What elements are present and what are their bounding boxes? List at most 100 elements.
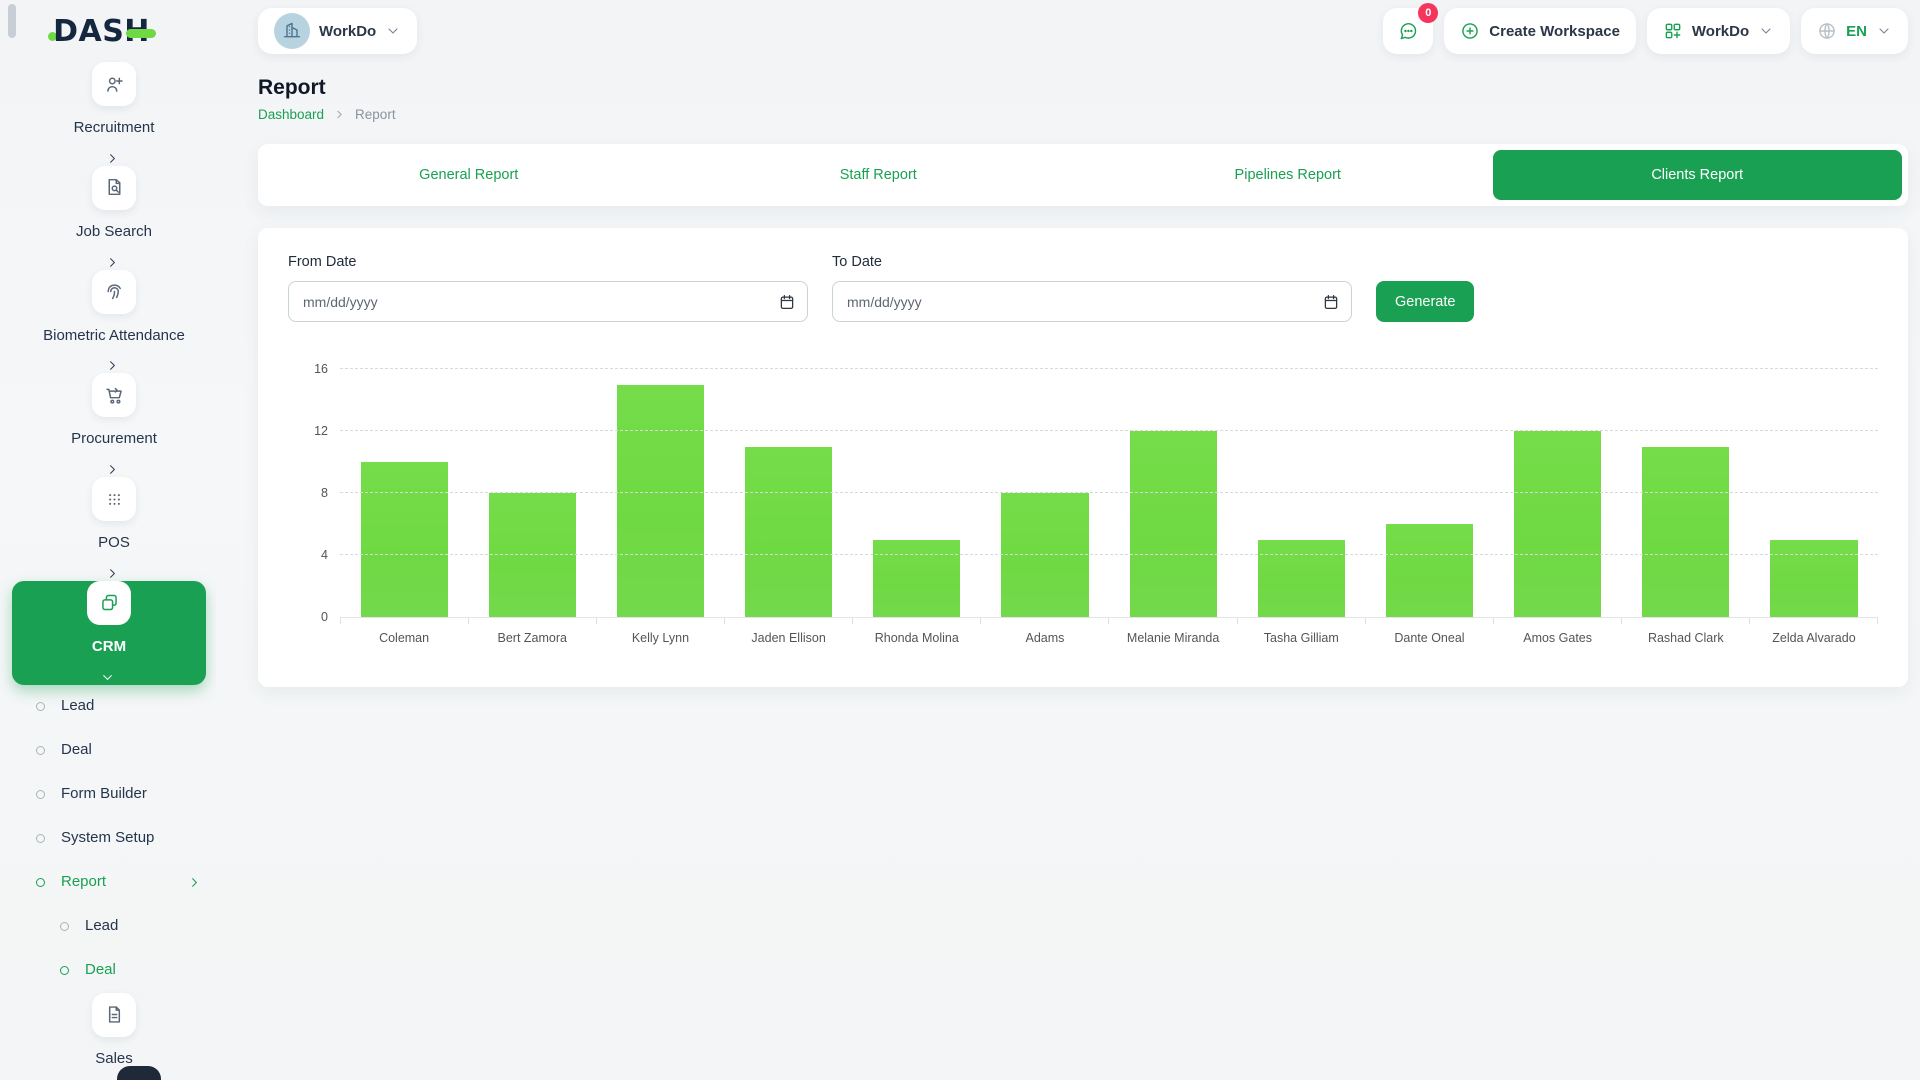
chart-gridline [340,368,1878,369]
bullet-icon [60,922,69,932]
breadcrumb: Dashboard Report [258,107,1908,122]
report-tabs: General Report Staff Report Pipelines Repo… [258,144,1908,206]
sidebar-subsubitem-deal[interactable]: Deal [0,949,216,993]
y-axis-label: 12 [314,424,328,438]
tab-clients-report[interactable]: Clients Report [1492,150,1902,200]
chart-category [596,356,724,617]
job-search-icon [92,165,136,210]
to-date-input[interactable] [832,281,1352,322]
topbar: WorkDo 0 Create Workspace WorkDo [216,0,1920,62]
sidebar-item-procurement[interactable]: Procurement [0,373,216,477]
sidebar-item-label: Lead [61,697,95,715]
sidebar-item-partial[interactable] [117,1066,161,1080]
sidebar-item-recruitment[interactable]: Recruitment [0,62,216,166]
messages-button[interactable]: 0 [1383,3,1439,54]
fingerprint-icon [92,269,136,314]
sidebar-scrollbar-thumb[interactable] [8,4,16,38]
x-axis-tick [1750,618,1878,624]
sidebar-item-crm[interactable]: CRM [12,580,206,685]
sidebar-item-label: Deal [61,741,92,759]
chart-category [340,356,468,617]
x-axis-tick [340,618,470,624]
x-axis-label: Rhonda Molina [874,631,959,645]
chart-bars [340,356,1878,617]
bar-dante-oneal [1385,524,1474,617]
sidebar-subitem-form-builder[interactable]: Form Builder [0,773,216,817]
bullet-icon [36,790,45,800]
filter-row: From Date To Date Generate [288,254,1878,322]
sidebar-item-label: Procurement [71,430,157,448]
tab-staff-report[interactable]: Staff Report [839,167,917,183]
tab-general-report[interactable]: General Report [419,167,519,183]
chat-icon [1398,21,1418,41]
pos-grid-icon [92,477,136,522]
globe-icon [1817,21,1837,41]
sidebar-item-job-search[interactable]: Job Search [0,165,216,270]
sidebar-subitem-report[interactable]: Report [0,861,216,905]
sidebar-item-label: Form Builder [61,785,147,803]
x-axis-label: Tasha Gilliam [1263,631,1339,645]
chart-x-labels: Coleman Bert Zamora Kelly Lynn Jaden Elliso… [340,631,1878,645]
tab-pipelines-report[interactable]: Pipelines Report [1234,167,1341,183]
bullet-icon [36,878,45,888]
bar-coleman [360,462,448,617]
chevron-right-icon [105,462,120,477]
workspace-switcher-label: WorkDo [319,22,377,40]
bullet-icon [36,834,45,844]
sidebar-subitem-system-setup[interactable]: System Setup [0,817,216,861]
chevron-right-icon [187,875,202,890]
breadcrumb-separator-icon [333,108,346,121]
sidebar-subsubitem-lead[interactable]: Lead [0,905,216,949]
chart-category [1750,356,1878,617]
bar-rashad-clark [1642,446,1730,617]
create-workspace-button[interactable]: Create Workspace [1444,8,1636,54]
bullet-icon [36,702,45,712]
chart-plot-area: 0 4 8 12 16 [314,356,1878,624]
main-column: WorkDo 0 Create Workspace WorkDo [216,0,1920,1080]
x-axis-label: Coleman [379,631,430,645]
chart-category [1365,356,1493,617]
sidebar-subitem-lead[interactable]: Lead [0,685,216,729]
bar-melanie-miranda [1129,431,1217,617]
chart-category [853,356,981,617]
sidebar-subitem-deal[interactable]: Deal [0,729,216,773]
bullet-icon [60,966,69,976]
breadcrumb-current: Report [355,107,396,122]
bar-amos-gates [1514,431,1602,617]
breadcrumb-link-dashboard[interactable]: Dashboard [258,107,325,122]
sidebar-item-pos[interactable]: POS [0,477,216,581]
sidebar-item-sales[interactable]: Sales [0,992,216,1080]
bar-rhonda-molina [873,539,961,617]
sidebar: DASH Recruitment Job Search Biometric Atte… [0,0,216,1080]
chart-category [1109,356,1237,617]
workspace-switcher-button[interactable]: WorkDo [258,8,418,54]
chart-category [981,356,1109,617]
chart-axis-ticks [340,618,1878,624]
x-axis-tick [1366,618,1494,624]
x-axis-label: Bert Zamora [497,631,567,645]
x-axis-label: Amos Gates [1523,631,1593,645]
language-button[interactable]: EN [1801,8,1908,54]
sidebar-item-label: Deal [85,961,116,979]
chevron-right-icon [105,566,120,581]
bar-tasha-gilliam [1257,539,1345,617]
from-date-input[interactable] [288,281,808,322]
from-date-label: From Date [288,254,357,270]
generate-button[interactable]: Generate [1376,281,1475,322]
dash-logo[interactable]: DASH [0,0,216,62]
chevron-right-icon [105,358,120,373]
x-axis-label: Rashad Clark [1647,631,1724,645]
sidebar-item-biometric-attendance[interactable]: Biometric Attendance [0,269,216,374]
logo-dot-icon [48,31,58,41]
workdo-menu-button[interactable]: WorkDo [1646,8,1791,54]
chevron-down-icon [1876,23,1892,39]
sidebar-item-label: POS [98,534,130,552]
bar-kelly-lynn [616,384,704,617]
language-label: EN [1846,22,1867,40]
logo-dash-icon [125,28,156,38]
create-workspace-label: Create Workspace [1489,22,1620,40]
bar-jaden-ellison [745,446,833,617]
bullet-icon [36,746,45,756]
x-axis-tick [725,618,854,624]
